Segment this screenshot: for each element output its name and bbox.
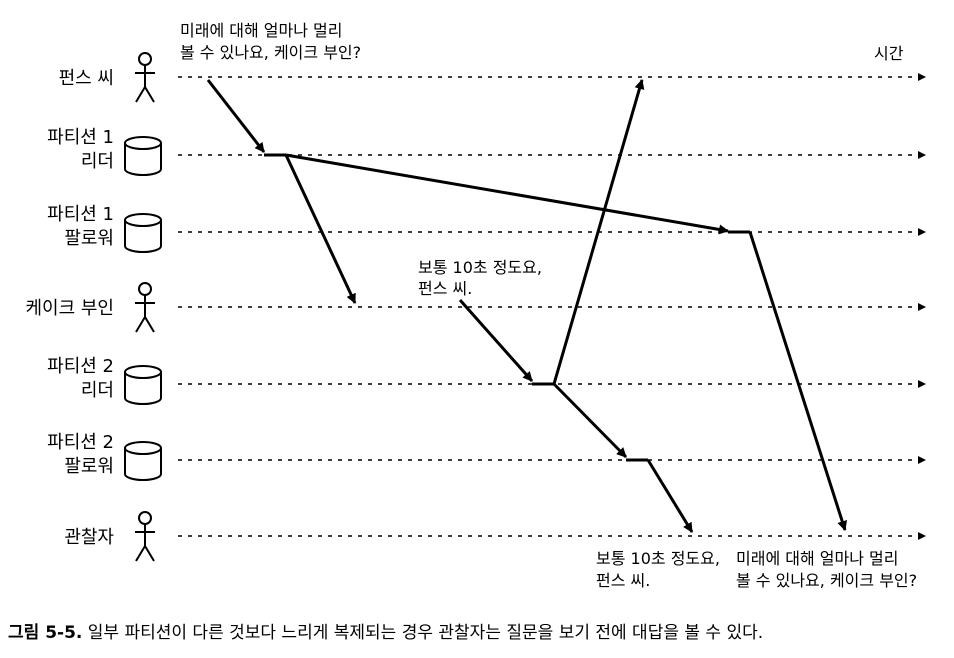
- message-arrows: [206, 79, 848, 533]
- timelines: [178, 73, 926, 540]
- participant-label-mrs-cake: 케이크 부인: [25, 298, 114, 319]
- note-question-top-line1: 미래에 대해 얼마나 멀리: [180, 21, 342, 40]
- database-icon: [124, 213, 162, 253]
- note-answer-mid-line2: 펀스 씨.: [418, 279, 472, 298]
- participant-label-partition2-follower-role: 팔로워: [64, 456, 114, 477]
- note-answer-bottom-line1: 보통 10초 정도요,: [596, 549, 720, 568]
- arrow-p1-leader-to-mrs-cake: [284, 154, 357, 304]
- figure-number: 그림 5-5.: [8, 623, 83, 643]
- arrow-question-to-p1-leader: [206, 79, 266, 153]
- person-icon: [135, 282, 155, 333]
- figure-caption-text: 일부 파티션이 다른 것보다 느리게 복제되는 경우 관찰자는 질문을 보기 전…: [87, 623, 764, 643]
- participant-labels: 펀스 씨 파티션 1 리더 파티션 1 팔로워 케이크 부인 파티션 2 리더 …: [25, 68, 114, 548]
- arrow-p2-leader-to-follower: [552, 382, 628, 459]
- database-icon: [124, 441, 162, 481]
- figure-caption: 그림 5-5. 일부 파티션이 다른 것보다 느리게 복제되는 경우 관찰자는 …: [8, 618, 763, 643]
- participant-label-mr-puns: 펀스 씨: [59, 68, 114, 89]
- timeline-arrowheads: [918, 73, 926, 540]
- participant-label-partition1-leader: 파티션 1: [47, 127, 114, 148]
- arrow-p1-leader-to-follower: [285, 153, 729, 235]
- person-icon: [135, 511, 155, 562]
- arrow-p2-follower-to-observer: [646, 459, 694, 533]
- note-answer-bottom-line2: 펀스 씨.: [596, 571, 650, 590]
- arrow-answer-to-p2-leader: [458, 299, 534, 382]
- time-axis-label: 시간: [874, 44, 904, 63]
- note-question-bottom-line1: 미래에 대해 얼마나 멀리: [736, 549, 898, 568]
- participant-label-partition1-follower: 파티션 1: [47, 204, 114, 225]
- database-icon: [124, 365, 162, 405]
- note-question-top-line2: 볼 수 있나요, 케이크 부인?: [180, 43, 361, 62]
- participant-label-partition2-leader-role: 리더: [81, 380, 114, 401]
- person-icon: [135, 52, 155, 103]
- participant-label-partition2-leader: 파티션 2: [47, 356, 114, 377]
- arrow-p1-follower-to-observer: [748, 231, 848, 531]
- database-icon: [124, 136, 162, 176]
- participant-label-partition2-follower: 파티션 2: [47, 432, 114, 453]
- participant-label-partition1-follower-role: 팔로워: [64, 228, 114, 249]
- arrow-p2-leader-to-mr-puns: [552, 79, 645, 385]
- participant-label-partition1-leader-role: 리더: [81, 151, 114, 172]
- note-answer-mid-line1: 보통 10초 정도요,: [418, 258, 542, 277]
- participant-label-observer: 관찰자: [64, 527, 114, 548]
- sequence-diagram: 펀스 씨 파티션 1 리더 파티션 1 팔로워 케이크 부인 파티션 2 리더 …: [25, 21, 926, 590]
- note-question-bottom-line2: 볼 수 있나요, 케이크 부인?: [736, 571, 917, 590]
